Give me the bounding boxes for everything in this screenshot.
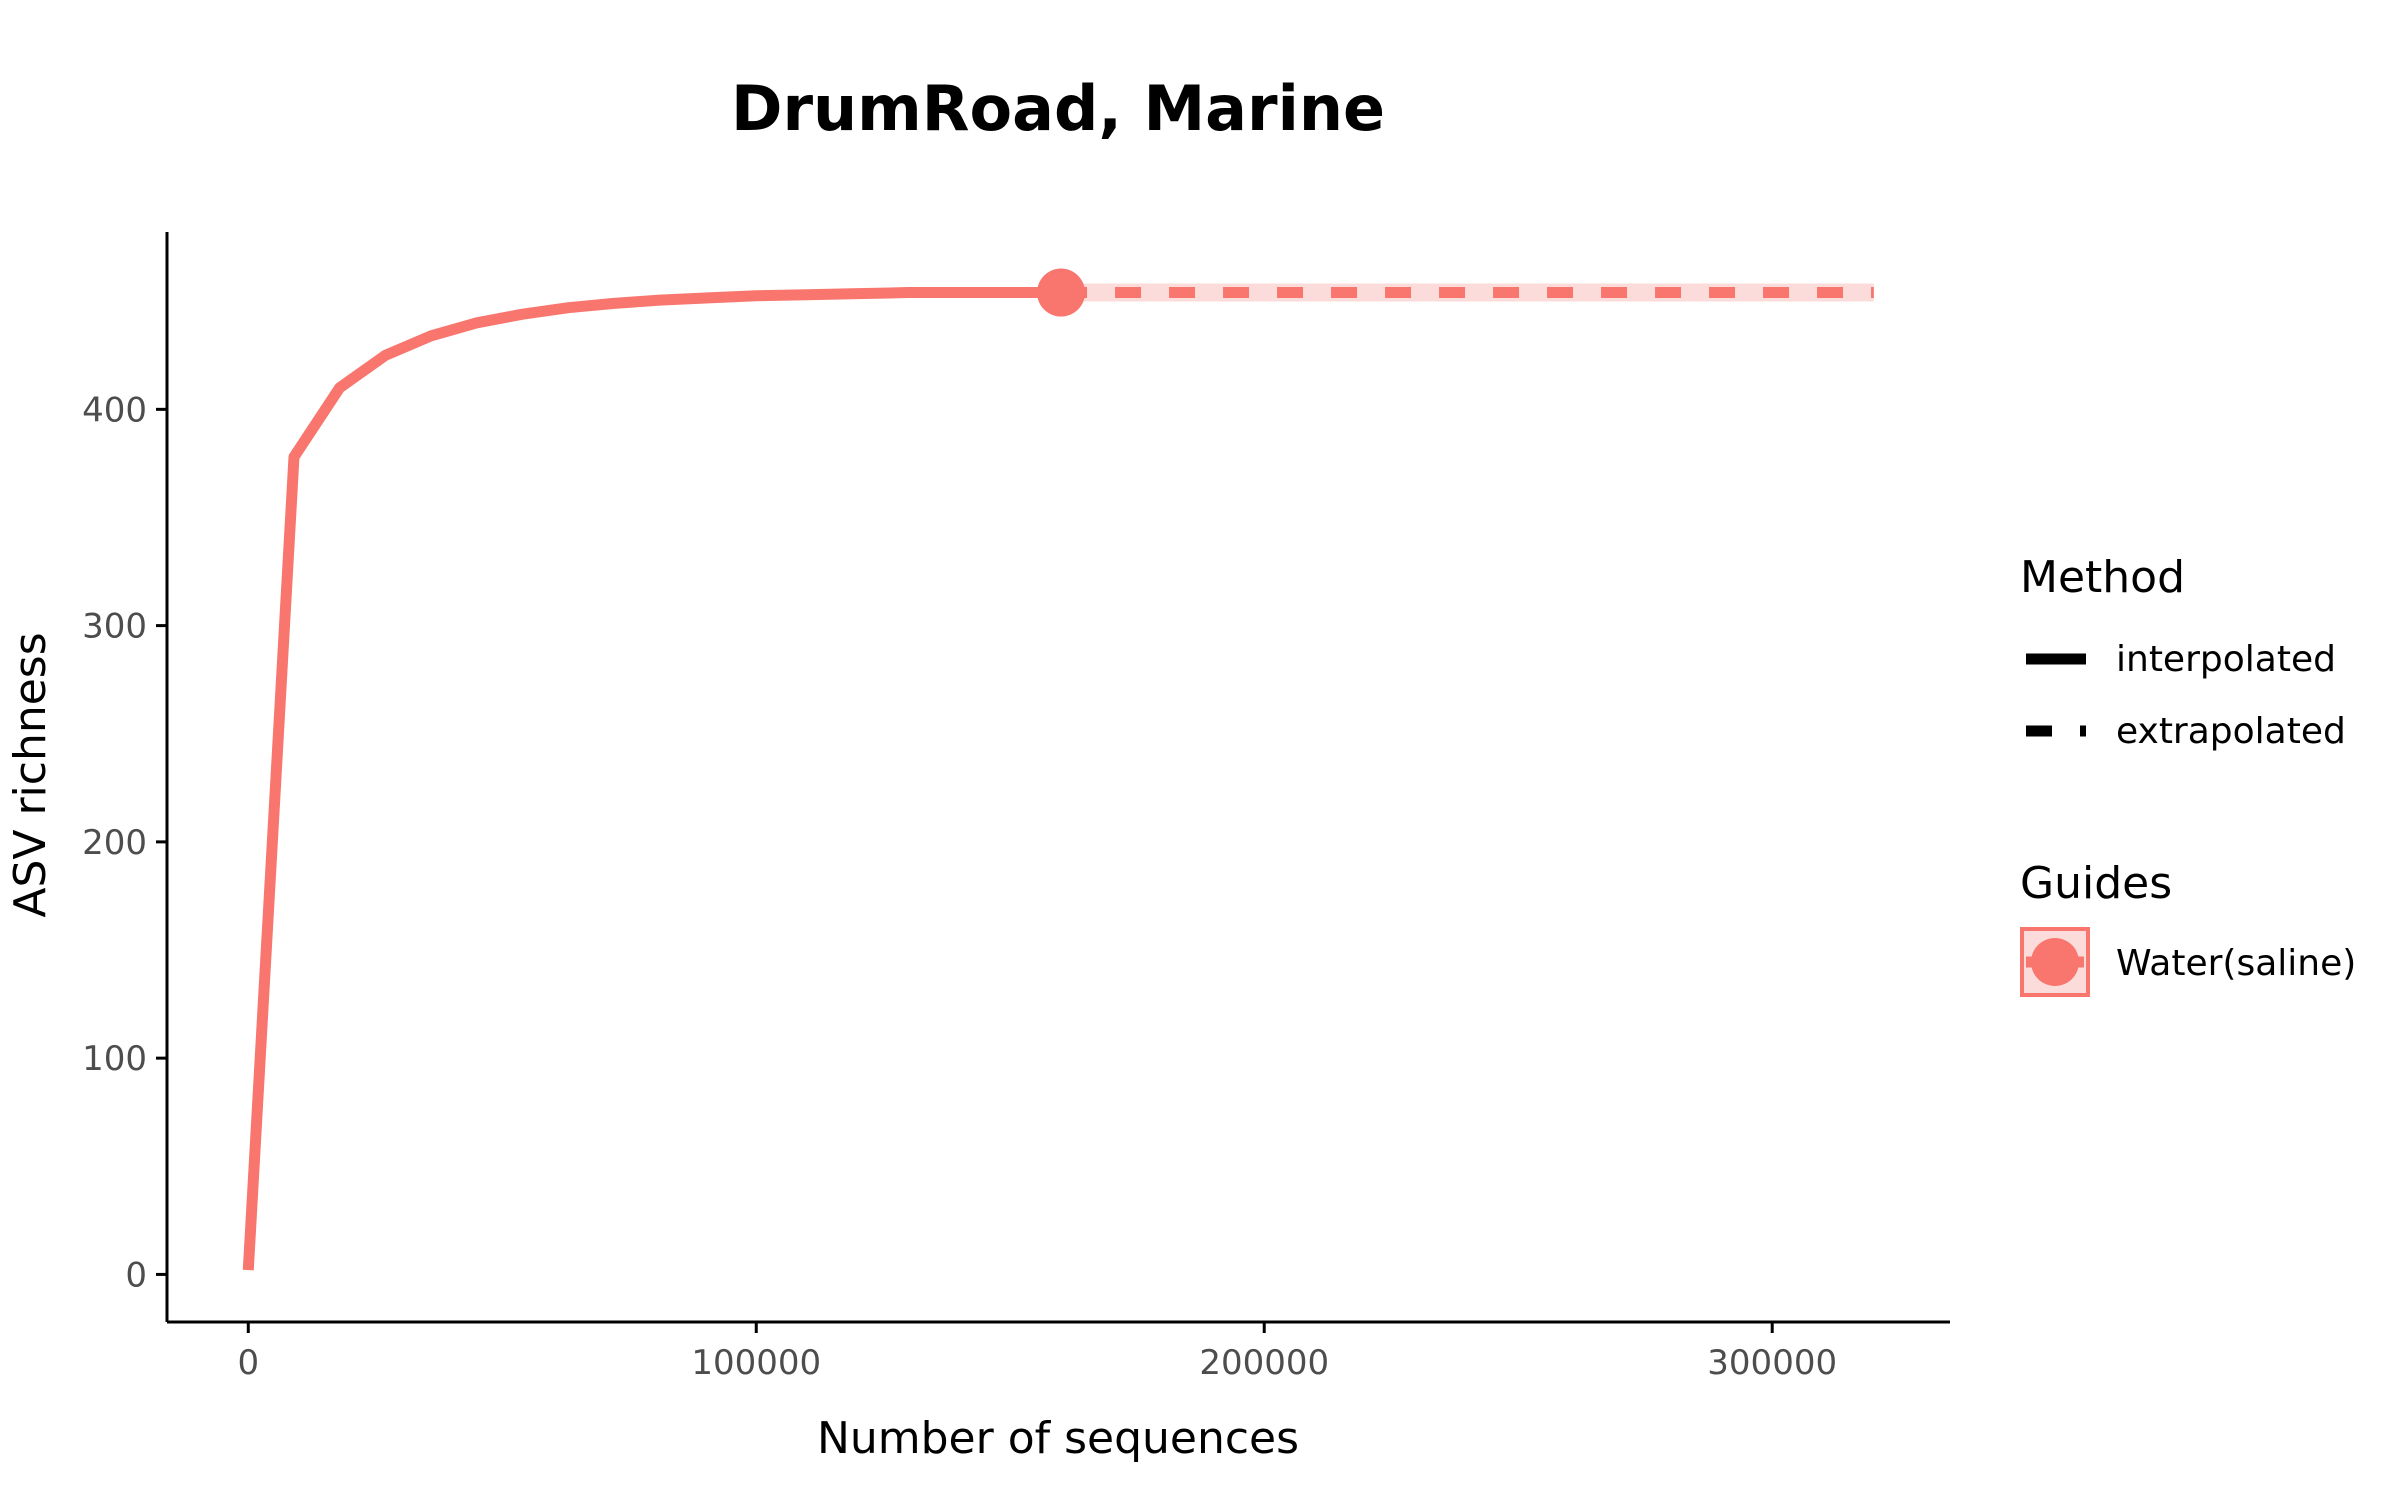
- legend-guide-dot: [2031, 938, 2079, 986]
- y-axis-title: ASV richness: [5, 632, 56, 917]
- plot-area: [242, 268, 1874, 1271]
- legend: Method interpolated extrapolated Guides …: [2020, 552, 2356, 997]
- legend-interpolated-label: interpolated: [2116, 639, 2336, 680]
- y-tick-label: 100: [82, 1039, 147, 1079]
- chart-title: DrumRoad, Marine: [731, 72, 1385, 145]
- interpolated-line: [242, 287, 1062, 1271]
- legend-guides-title: Guides: [2020, 858, 2172, 909]
- x-tick-label: 200000: [1199, 1343, 1329, 1383]
- y-tick-label: 0: [125, 1255, 147, 1295]
- legend-guide-label: Water(saline): [2116, 943, 2356, 984]
- y-ticks: 0 100 200 300 400: [82, 390, 167, 1295]
- x-tick-label: 300000: [1707, 1343, 1837, 1383]
- y-tick-label: 300: [82, 607, 147, 647]
- legend-extrapolated-label: extrapolated: [2116, 711, 2346, 752]
- y-tick-label: 200: [82, 823, 147, 863]
- x-tick-label: 100000: [691, 1343, 821, 1383]
- legend-method-title: Method: [2020, 552, 2185, 603]
- x-axis-title: Number of sequences: [817, 1413, 1299, 1464]
- observed-point: [1037, 268, 1086, 317]
- x-ticks: 0 100000 200000 300000: [237, 1322, 1837, 1383]
- y-tick-label: 400: [82, 390, 147, 430]
- axes: 0 100000 200000 300000 0 100 200 300 400: [82, 232, 1950, 1383]
- x-tick-label: 0: [237, 1343, 259, 1383]
